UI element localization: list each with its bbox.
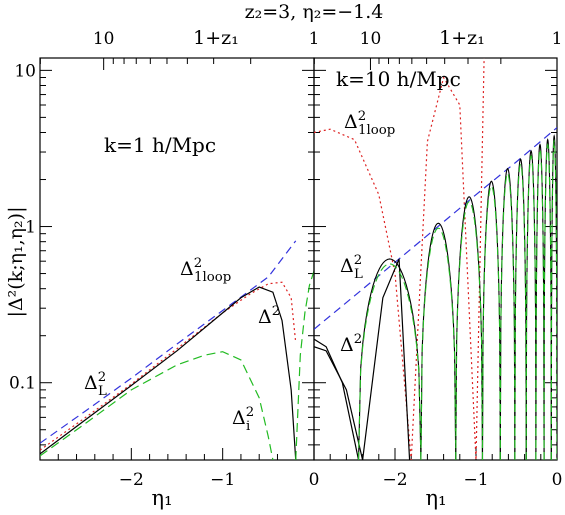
oscillation-arch: [499, 167, 516, 460]
panel-right: −2 −1 0 10 1 k=10 h/Mpc Δ2 1loop Δ2 L Δ2: [313, 29, 563, 490]
oscillation-arch-inner: [550, 139, 557, 460]
oscillation-arch-inner: [543, 143, 552, 460]
series-line: [314, 58, 485, 460]
label-oneloop: Δ2 1loop: [344, 109, 395, 138]
oscillation-arch-inner: [535, 148, 545, 460]
y-tick-label: 0.1: [9, 374, 36, 394]
oscillation-arch-inner: [358, 263, 422, 460]
series-line: [295, 270, 314, 460]
series-line: [40, 240, 297, 444]
y-axis-label: |Δ²(k;η₁,η₂)|: [5, 207, 27, 318]
y-tick-label: 1: [25, 218, 36, 238]
oscillation-arch: [420, 222, 457, 460]
oscillation-arch-inner: [499, 172, 516, 460]
top-axis-label-right: 1+z₁: [439, 27, 485, 49]
x-tick-label: 0: [552, 470, 563, 490]
label-linear: Δ2 L: [84, 370, 107, 399]
oscillation-arch-inner: [525, 154, 537, 460]
top-axis-label-left: 1+z₁: [193, 27, 239, 49]
oscillation-arch: [535, 143, 545, 460]
series-line: [40, 286, 297, 460]
oscillation-arch-inner: [455, 201, 484, 460]
y-tick-label: 10: [14, 61, 36, 81]
series-line: [314, 338, 360, 460]
series-line: [40, 351, 274, 460]
oscillation-arch: [543, 138, 552, 460]
top-tick-label: 10: [360, 29, 382, 49]
top-tick-label: 1: [309, 29, 320, 49]
plot-frame: [39, 57, 315, 461]
x-tick-label: 0: [309, 470, 320, 490]
oscillation-arch: [514, 158, 527, 460]
top-tick-label: 10: [93, 29, 115, 49]
label-full: Δ2: [258, 304, 280, 328]
x-axis-label-left: η₁: [152, 486, 173, 510]
label-full: Δ2: [340, 332, 362, 356]
oscillation-arch-inner: [420, 227, 457, 460]
oscillation-arch: [481, 180, 501, 460]
series-line: [314, 258, 411, 460]
panel-left: −2 −1 0 0.1 1 10 10 1 k=1 h/Mpc Δ2 1loop Δ2 Δ2 L Δ2 i: [9, 29, 319, 490]
label-initial: Δ2 i: [232, 405, 254, 434]
x-axis-label-right: η₁: [426, 486, 447, 510]
series-line: [40, 281, 297, 451]
panel-annotation: k=1 h/Mpc: [104, 133, 216, 157]
series-line: [314, 127, 557, 330]
oscillation-arch: [525, 149, 537, 460]
oscillation-arch: [455, 196, 484, 460]
top-tick-label: 1: [552, 29, 563, 49]
oscillation-arch-inner: [481, 185, 501, 460]
label-oneloop: Δ2 1loop: [180, 256, 231, 285]
x-tick-label: −1: [463, 470, 488, 490]
x-tick-label: −2: [382, 470, 407, 490]
x-tick-label: −1: [210, 470, 235, 490]
panel-annotation: k=10 h/Mpc: [336, 67, 461, 91]
x-tick-label: −2: [119, 470, 144, 490]
oscillation-arch: [358, 258, 422, 460]
oscillation-arch-inner: [514, 163, 527, 460]
label-linear: Δ2 L: [340, 253, 363, 282]
figure-title: z₂=3, η₂=−1.4: [245, 1, 384, 23]
